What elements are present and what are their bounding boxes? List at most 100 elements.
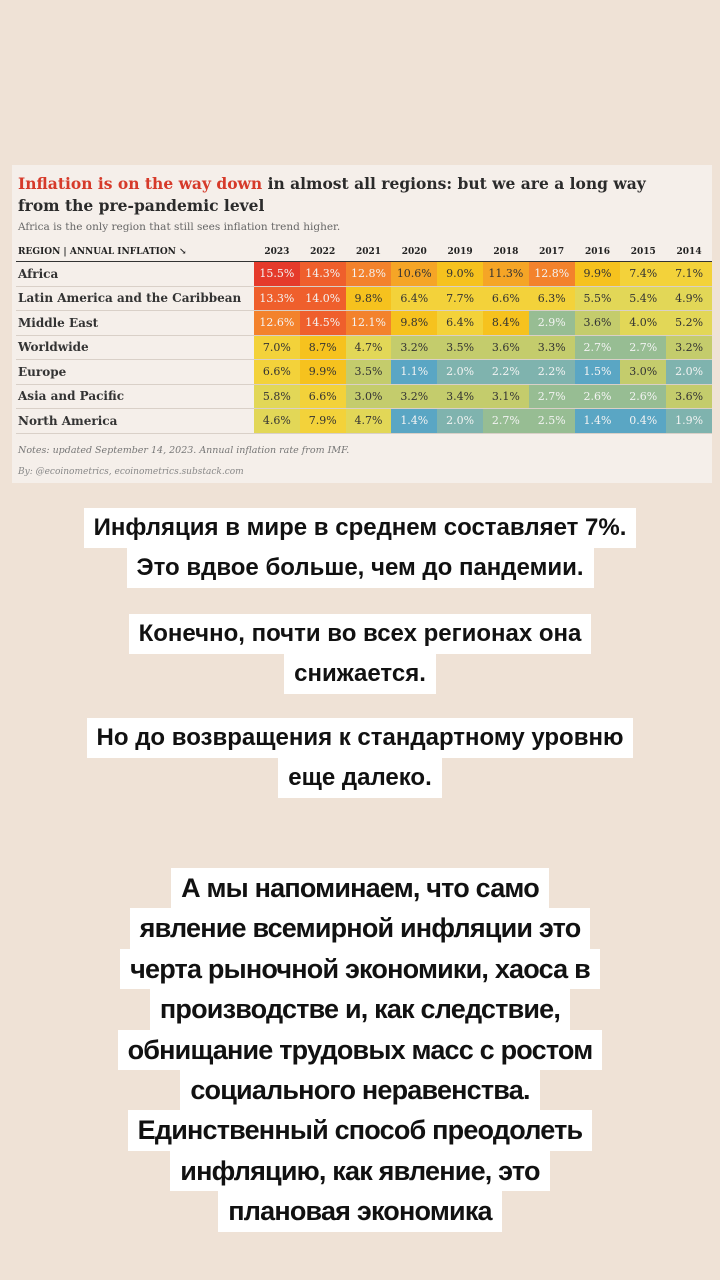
caption-line: инфляцию, как явление, это: [170, 1150, 550, 1192]
table-row: Latin America and the Caribbean 13.3% 14.0…: [16, 286, 712, 311]
image-subtitle: Africa is the only region that still see…: [18, 221, 341, 233]
image-title: Inflation is on the way down in almost a…: [18, 173, 678, 217]
value-cell: 3.6%: [482, 335, 529, 360]
value-cell: 14.0%: [299, 286, 346, 311]
value-cell: 2.7%: [528, 384, 575, 409]
header-cell: 2015: [620, 243, 667, 262]
value-cell: 11.3%: [482, 261, 529, 287]
value-cell: 2.2%: [482, 359, 529, 385]
region-cell: Middle East: [16, 310, 254, 336]
value-cell: 1.4%: [574, 408, 621, 434]
caption-line: Но до возвращения к стандартному уровню: [86, 718, 634, 758]
caption-line: Инфляция в мире в среднем составляет 7%.: [83, 508, 637, 548]
value-cell: 2.7%: [620, 335, 667, 360]
header-cell: 2020: [391, 243, 438, 262]
caption-line: А мы напоминаем, что само: [171, 868, 549, 909]
caption-line: Конечно, почти во всех регионах она: [128, 614, 592, 654]
inflation-table: REGION | ANNUAL INFLATION ↘ 2023 2022 2021 2…: [16, 243, 712, 434]
value-cell: 3.5%: [345, 359, 392, 385]
value-cell: 13.3%: [254, 286, 300, 311]
value-cell: 1.9%: [666, 408, 712, 434]
value-cell: 7.4%: [620, 261, 667, 287]
value-cell: 7.0%: [254, 335, 300, 360]
value-cell: 3.0%: [345, 384, 392, 409]
value-cell: 2.7%: [574, 335, 621, 360]
value-cell: 6.4%: [437, 310, 483, 336]
caption-line: черта рыночной экономики, хаоса в: [120, 948, 600, 990]
value-cell: 3.5%: [437, 335, 483, 360]
value-cell: 4.7%: [345, 335, 392, 360]
value-cell: 4.7%: [345, 408, 392, 434]
header-cell: 2017: [528, 243, 575, 262]
value-cell: 2.2%: [528, 359, 575, 385]
title-highlight: Inflation is on the way down: [18, 174, 263, 193]
region-cell: Latin America and the Caribbean: [16, 286, 254, 311]
title-rest: in almost all regions: but we are a long…: [18, 174, 646, 215]
value-cell: 12.6%: [254, 310, 300, 336]
table-row: Worldwide 7.0% 8.7% 4.7% 3.2% 3.5% 3.6% 3.3% 2.7…: [16, 335, 712, 360]
value-cell: 3.2%: [391, 384, 438, 409]
table-row: Asia and Pacific 5.8% 6.6% 3.0% 3.2% 3.4% 3.1%…: [16, 384, 712, 409]
value-cell: 8.4%: [482, 310, 529, 336]
value-cell: 4.6%: [254, 408, 300, 434]
caption: Конечно, почти во всех регионах она снижа…: [20, 614, 700, 694]
header-cell: 2022: [299, 243, 346, 262]
caption-line: еще далеко.: [278, 758, 442, 798]
value-cell: 6.4%: [391, 286, 438, 311]
value-cell: 2.6%: [620, 384, 667, 409]
value-cell: 12.1%: [345, 310, 392, 336]
header-cell: 2018: [482, 243, 529, 262]
header-cell: 2016: [574, 243, 621, 262]
caption-line: обнищание трудовых масс с ростом: [117, 1029, 603, 1071]
caption: Инфляция в мире в среднем составляет 7%.…: [20, 508, 700, 588]
value-cell: 9.8%: [345, 286, 392, 311]
region-cell: North America: [16, 408, 254, 434]
value-cell: 5.5%: [574, 286, 621, 311]
region-cell: Europe: [16, 359, 254, 385]
header-row: REGION | ANNUAL INFLATION ↘ 2023 2022 2021 2…: [16, 243, 712, 262]
value-cell: 1.1%: [391, 359, 438, 385]
notes: Notes: updated September 14, 2023. Annua…: [18, 445, 350, 456]
value-cell: 10.6%: [391, 261, 438, 287]
value-cell: 6.6%: [482, 286, 529, 311]
table-row: Europe 6.6% 9.9% 3.5% 1.1% 2.0% 2.2% 2.2% 1.5% 3.…: [16, 359, 712, 385]
value-cell: 5.4%: [620, 286, 667, 311]
value-cell: 15.5%: [254, 261, 300, 287]
value-cell: 12.8%: [528, 261, 575, 287]
value-cell: 2.9%: [528, 310, 575, 336]
value-cell: 5.8%: [254, 384, 300, 409]
value-cell: 9.8%: [391, 310, 438, 336]
header-cell: 2019: [437, 243, 483, 262]
value-cell: 6.3%: [528, 286, 575, 311]
caption-line: снижается.: [284, 654, 436, 694]
value-cell: 7.9%: [299, 408, 346, 434]
caption-line: плановая экономика: [218, 1191, 502, 1232]
value-cell: 4.0%: [620, 310, 667, 336]
value-cell: 5.2%: [666, 310, 712, 336]
value-cell: 4.9%: [666, 286, 712, 311]
value-cell: 2.0%: [437, 359, 483, 385]
header-cell: REGION | ANNUAL INFLATION ↘: [16, 243, 254, 262]
value-cell: 3.6%: [574, 310, 621, 336]
region-cell: Worldwide: [16, 335, 254, 360]
value-cell: 6.6%: [299, 384, 346, 409]
byline: By: @ecoinometrics, ecoinometrics.substa…: [18, 467, 244, 477]
caption-line: Это вдвое больше, чем до пандемии.: [126, 548, 594, 588]
value-cell: 8.7%: [299, 335, 346, 360]
value-cell: 2.0%: [666, 359, 712, 385]
header-cell: 2023: [254, 243, 300, 262]
value-cell: 9.9%: [574, 261, 621, 287]
value-cell: 3.2%: [391, 335, 438, 360]
value-cell: 7.7%: [437, 286, 483, 311]
caption-line: социального неравенства.: [180, 1070, 540, 1111]
value-cell: 0.4%: [620, 408, 667, 434]
header-cell: 2014: [666, 243, 712, 262]
value-cell: 2.5%: [528, 408, 575, 434]
value-cell: 2.0%: [437, 408, 483, 434]
value-cell: 3.2%: [666, 335, 712, 360]
region-cell: Asia and Pacific: [16, 384, 254, 409]
chart-image: Inflation is on the way down in almost a…: [12, 165, 712, 483]
value-cell: 2.7%: [482, 408, 529, 434]
